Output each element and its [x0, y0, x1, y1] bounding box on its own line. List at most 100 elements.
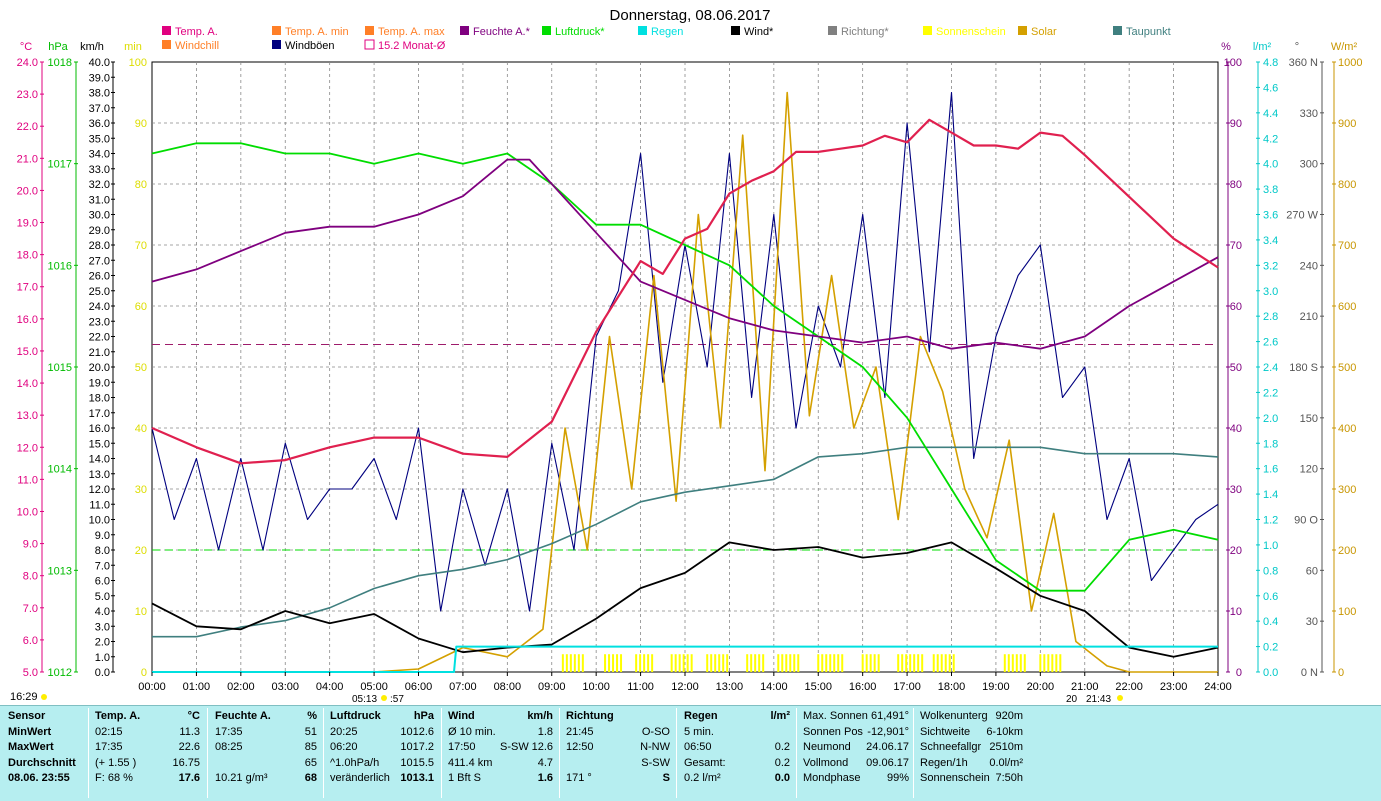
stats-rain-title: Regen — [684, 710, 718, 722]
axis-tick-label: 80 — [135, 179, 147, 191]
stats-wind-max-time: 17:50 — [448, 741, 476, 753]
legend-swatch — [272, 40, 281, 49]
axis-tick-label: 50 — [1230, 362, 1242, 374]
axis-tick-label: 1000 — [1338, 57, 1362, 69]
axis-tick-label: 30 — [1230, 484, 1242, 496]
axis-tick-label: 1.4 — [1263, 489, 1278, 501]
axis-tick-label: 1013 — [48, 565, 72, 577]
axis-tick-label: 50 — [135, 362, 147, 374]
stats-temp-unit: °C — [187, 710, 200, 722]
stats-misc-value-2: 6-10km — [986, 725, 1023, 738]
axis-tick-label: 14.0 — [17, 378, 38, 390]
stats-temp-column: Temp. A. °C 02:15 11.3 17:35 22.6 (+ 1.55 )… — [95, 710, 200, 788]
axis-tick-label: 20.0 — [89, 362, 110, 374]
stats-rain-time-value: 0.2 — [774, 741, 790, 753]
series-dewpoint-line — [152, 446, 1219, 638]
axis-tick-label: 12.0 — [89, 484, 110, 496]
axis-tick-label: 26.0 — [89, 271, 110, 283]
x-tick-label: 00:00 — [138, 681, 166, 693]
stats-misc-value-4: 0.0l/m² — [989, 756, 1023, 769]
axis-tick-label: 3.4 — [1263, 235, 1278, 247]
series-rain-line — [152, 645, 1218, 673]
axis-unit: hPa — [48, 41, 68, 53]
stats-temp-avg-extra: (+ 1.55 ) — [95, 756, 137, 769]
x-tick-label: 20:00 — [1027, 681, 1055, 693]
stats-rain-current: 0.0 — [774, 772, 790, 784]
series-wind-line — [151, 541, 1219, 658]
axis-unit: min — [124, 41, 142, 53]
x-tick-label: 06:00 — [405, 681, 433, 693]
x-tick-label: 07:00 — [449, 681, 477, 693]
legend-label: Windböen — [285, 40, 335, 52]
stats-avg-label: Durchschnitt — [8, 756, 76, 769]
axis-tick-label: 200 — [1338, 545, 1356, 557]
axis-tick-label: 18.0 — [17, 250, 38, 262]
stats-wind-daily-avg: 4.7 — [537, 756, 553, 769]
x-tick-label: 19:00 — [982, 681, 1010, 693]
legend-label: Temp. A. — [175, 26, 218, 38]
sun-marker-dot — [41, 694, 47, 700]
axis-tick-label: 0.6 — [1263, 591, 1278, 603]
legend-swatch — [460, 26, 469, 35]
axis-tick-label: 70 — [1230, 240, 1242, 252]
stats-sun-value-4: 09.06.17 — [866, 756, 909, 769]
axis-tick-label: 10.0 — [89, 515, 110, 527]
axis-tick-label: 17.0 — [17, 282, 38, 294]
sunset-extra-label: 20 — [1066, 694, 1078, 705]
axis-tick-label: 4.8 — [1263, 57, 1278, 69]
axis-tick-label: 7.0 — [95, 560, 110, 572]
x-tick-label: 21:00 — [1071, 681, 1099, 693]
axis-tick-label: 16.0 — [89, 423, 110, 435]
axis-tick-label: 37.0 — [89, 103, 110, 115]
stats-direction-value-3: S-SW — [641, 756, 670, 769]
axis-tick-label: 2.8 — [1263, 311, 1278, 323]
legend-label: Windchill — [175, 40, 219, 52]
stats-rain-5min-label: 5 min. — [684, 725, 714, 738]
axis-tick-label: 33.0 — [89, 164, 110, 176]
axis-tick-label: 1012 — [48, 667, 72, 679]
axis-tick-label: 150 — [1300, 413, 1318, 425]
axis-tick-label: 0.2 — [1263, 642, 1278, 654]
axis-tick-label: 20 — [1230, 545, 1242, 557]
stats-wind-bottom-label: 1 Bft S — [448, 772, 482, 784]
sun-marker-dot — [1117, 695, 1123, 701]
stats-min-label: MinWert — [8, 725, 52, 738]
x-tick-label: 12:00 — [671, 681, 699, 693]
stats-pressure-max-time: 06:20 — [330, 741, 358, 753]
stats-pressure-current: 1013.1 — [400, 772, 434, 784]
axis-tick-label: 300 — [1300, 159, 1318, 171]
axis-tick-label: 10 — [135, 606, 147, 618]
axis-tick-label: 40.0 — [89, 57, 110, 69]
axis-tick-label: 3.6 — [1263, 210, 1278, 222]
axis-tick-label: 20 — [135, 545, 147, 557]
x-tick-label: 09:00 — [538, 681, 566, 693]
x-tick-label: 13:00 — [716, 681, 744, 693]
axis-tick-label: 7.0 — [23, 603, 38, 615]
axis-tick-label: 21.0 — [89, 347, 110, 359]
x-tick-label: 05:00 — [360, 681, 388, 693]
stats-temp-avg-value: 16.75 — [172, 756, 200, 769]
axis-tick-label: 28.0 — [89, 240, 110, 252]
stats-temp-max-value: 22.6 — [178, 741, 200, 753]
stats-pressure-bottom-label: veränderlich — [330, 772, 390, 784]
stats-direction-time-2: 12:50 — [566, 741, 594, 753]
axis-tick-label: 8.0 — [23, 571, 38, 583]
axis-tick-label: 39.0 — [89, 72, 110, 84]
stats-rain-total-value: 0.2 — [774, 756, 790, 769]
x-tick-label: 04:00 — [316, 681, 344, 693]
axis-tick-label: 120 — [1300, 464, 1318, 476]
axis-tick-label: 20.0 — [17, 185, 38, 197]
axis-unit: km/h — [80, 41, 104, 53]
axis-tick-label: 1014 — [48, 464, 72, 476]
axis-tick-label: 25.0 — [89, 286, 110, 298]
legend-label: Solar — [1031, 26, 1057, 38]
x-tick-label: 16:00 — [849, 681, 877, 693]
axis-tick-label: 1015 — [48, 362, 72, 374]
axis-tick-label: 2.2 — [1263, 387, 1278, 399]
x-tick-label: 02:00 — [227, 681, 255, 693]
x-tick-label: 15:00 — [804, 681, 832, 693]
axis-tick-label: 40 — [1230, 423, 1242, 435]
stats-wind-distance: 411.4 km — [448, 756, 493, 769]
axis-tick-label: 60 — [1230, 301, 1242, 313]
stats-temp-current: 17.6 — [178, 772, 200, 784]
